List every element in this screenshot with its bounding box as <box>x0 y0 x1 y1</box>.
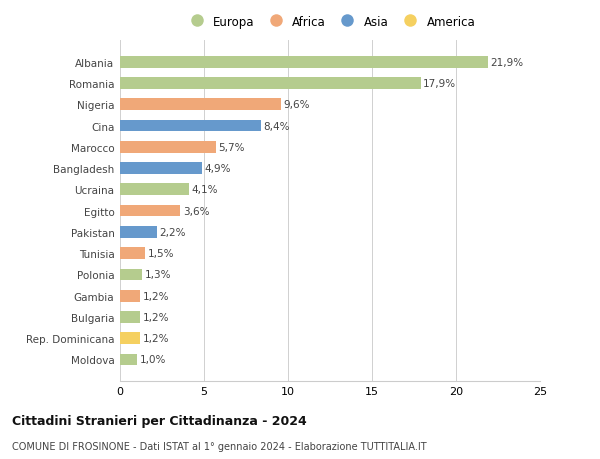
Bar <box>120 78 421 90</box>
Bar <box>120 333 140 344</box>
Bar <box>120 142 216 153</box>
Legend: Europa, Africa, Asia, America: Europa, Africa, Asia, America <box>182 13 478 31</box>
Bar <box>120 227 157 238</box>
Text: 21,9%: 21,9% <box>490 57 524 67</box>
Text: 1,3%: 1,3% <box>145 270 171 280</box>
Bar <box>120 120 261 132</box>
Text: 9,6%: 9,6% <box>284 100 310 110</box>
Text: 1,2%: 1,2% <box>143 291 169 301</box>
Text: 5,7%: 5,7% <box>218 142 245 152</box>
Text: COMUNE DI FROSINONE - Dati ISTAT al 1° gennaio 2024 - Elaborazione TUTTITALIA.IT: COMUNE DI FROSINONE - Dati ISTAT al 1° g… <box>12 441 427 451</box>
Bar <box>120 354 137 365</box>
Text: 17,9%: 17,9% <box>423 79 457 89</box>
Text: 4,1%: 4,1% <box>191 185 218 195</box>
Text: 4,9%: 4,9% <box>205 164 232 174</box>
Bar <box>120 184 189 196</box>
Text: 2,2%: 2,2% <box>160 227 186 237</box>
Bar <box>120 57 488 68</box>
Text: 1,5%: 1,5% <box>148 249 174 258</box>
Text: 8,4%: 8,4% <box>263 121 290 131</box>
Text: 3,6%: 3,6% <box>183 206 209 216</box>
Bar <box>120 269 142 280</box>
Bar <box>120 163 202 174</box>
Bar <box>120 290 140 302</box>
Text: 1,2%: 1,2% <box>143 334 169 343</box>
Text: 1,0%: 1,0% <box>139 355 166 365</box>
Bar <box>120 311 140 323</box>
Text: Cittadini Stranieri per Cittadinanza - 2024: Cittadini Stranieri per Cittadinanza - 2… <box>12 414 307 428</box>
Text: 1,2%: 1,2% <box>143 312 169 322</box>
Bar <box>120 205 181 217</box>
Bar <box>120 99 281 111</box>
Bar <box>120 248 145 259</box>
